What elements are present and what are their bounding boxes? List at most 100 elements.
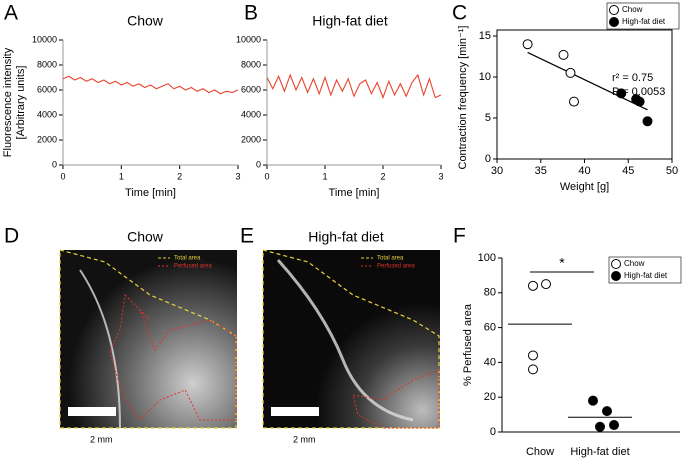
- panel-letter: C: [452, 2, 467, 25]
- chart-title: High-fat diet: [312, 13, 388, 29]
- x-tick-label: 2: [380, 171, 385, 181]
- legend-box: [608, 256, 682, 284]
- legend-marker: [611, 259, 621, 269]
- line-series: [62, 75, 239, 95]
- y-tick-label: 2000: [37, 134, 57, 144]
- scale-bar: [68, 407, 116, 416]
- x-tick-label: 1: [119, 171, 124, 181]
- point: [602, 406, 612, 417]
- line-series: [266, 73, 442, 100]
- x-axis-label: Time [min]: [329, 187, 380, 199]
- point: [595, 421, 605, 432]
- panel-letter: E: [240, 225, 254, 248]
- point: [541, 279, 551, 290]
- y-tick-label: 2000: [241, 134, 261, 144]
- legend-label: Chow: [624, 259, 645, 268]
- legend-marker: [611, 271, 621, 281]
- panel-letter: F: [453, 225, 466, 248]
- x-tick-label: 2: [177, 171, 182, 181]
- y-axis-label: % Perfused area: [462, 303, 474, 386]
- legend-label: Chow: [622, 5, 643, 14]
- y-tick-label: 6000: [37, 84, 57, 94]
- scale-label: 2 mm: [90, 434, 113, 444]
- y-tick-label: 0: [256, 159, 261, 169]
- legend-box: [606, 2, 680, 30]
- point: [528, 364, 538, 375]
- y-tick-label: 4000: [37, 109, 57, 119]
- x-tick-label: 35: [535, 165, 547, 177]
- legend-label: High-fat diet: [622, 17, 666, 26]
- x-axis-label: Time [min]: [125, 187, 176, 199]
- panel-letter: B: [244, 2, 258, 25]
- legend-label: High-fat diet: [624, 271, 668, 280]
- point: [569, 96, 579, 107]
- legend-label: Total area: [174, 256, 201, 262]
- plot-frame: [496, 29, 673, 160]
- y-tick-label: 0: [52, 159, 57, 169]
- y-tick-label: 40: [484, 356, 496, 368]
- chart-title: Chow: [127, 13, 164, 29]
- point: [522, 39, 533, 50]
- annotation: r² = 0.75: [612, 72, 653, 84]
- legend-label: Total area: [377, 256, 404, 262]
- y-tick-label: 10000: [32, 34, 57, 44]
- image-background: [263, 250, 440, 428]
- scale-bar: [271, 407, 319, 416]
- x-tick-label: 3: [235, 171, 240, 181]
- x-tick-label: 3: [438, 171, 443, 181]
- annotation: P = 0.0053: [612, 86, 665, 98]
- y-axis-label: Contraction frequency [min⁻¹]: [457, 26, 469, 170]
- point: [558, 49, 569, 60]
- y-tick-label: 5: [485, 112, 491, 124]
- x-tick-label: 50: [666, 165, 678, 177]
- x-tick-label: 0: [60, 171, 65, 181]
- y-tick-label: 60: [484, 322, 496, 334]
- x-tick-label: 0: [264, 171, 269, 181]
- y-axis-label: [Arbitrary units]: [15, 66, 27, 140]
- point: [588, 395, 598, 406]
- y-tick-label: 8000: [241, 59, 261, 69]
- vessel: [276, 258, 414, 422]
- y-axis-label: Fluorescence intensity: [2, 47, 14, 157]
- x-tick-label: High-fat diet: [570, 446, 629, 458]
- y-tick-label: 0: [485, 153, 491, 165]
- y-tick-label: 20: [484, 391, 496, 403]
- point: [642, 116, 653, 127]
- point: [609, 420, 619, 431]
- vessel: [79, 269, 121, 429]
- point: [565, 67, 576, 78]
- legend-marker: [609, 5, 619, 15]
- y-tick-label: 15: [479, 30, 491, 42]
- scale-label: 2 mm: [293, 434, 316, 444]
- perfused-area-outline: [352, 369, 440, 429]
- y-tick-label: 10: [479, 71, 491, 83]
- panel-letter: D: [4, 225, 19, 248]
- x-tick-label: 1: [322, 171, 327, 181]
- y-tick-label: 8000: [37, 59, 57, 69]
- micrograph: Total area Perfused area: [59, 249, 237, 429]
- total-area-outline: [262, 249, 440, 429]
- fit-line: [527, 51, 648, 111]
- y-tick-label: 0: [490, 426, 496, 438]
- y-tick-label: 100: [478, 252, 496, 264]
- y-tick-label: 4000: [241, 109, 261, 119]
- point: [528, 350, 538, 361]
- legend-marker: [609, 17, 619, 27]
- point: [528, 280, 538, 291]
- image-background: [60, 250, 237, 428]
- perfused-area-outline: [109, 293, 237, 421]
- significance: *: [559, 255, 565, 271]
- x-tick-label: 45: [622, 165, 634, 177]
- y-tick-label: 6000: [241, 84, 261, 94]
- x-tick-label: Chow: [526, 446, 554, 458]
- point: [634, 96, 645, 107]
- y-tick-label: 80: [484, 287, 496, 299]
- panel-letter: A: [4, 2, 18, 25]
- x-tick-label: 40: [578, 165, 590, 177]
- legend-label: Perfused area: [174, 264, 212, 270]
- x-tick-label: 30: [491, 165, 503, 177]
- x-axis-label: Weight [g]: [560, 181, 609, 193]
- y-tick-label: 10000: [236, 34, 261, 44]
- image-title: Chow: [127, 229, 164, 245]
